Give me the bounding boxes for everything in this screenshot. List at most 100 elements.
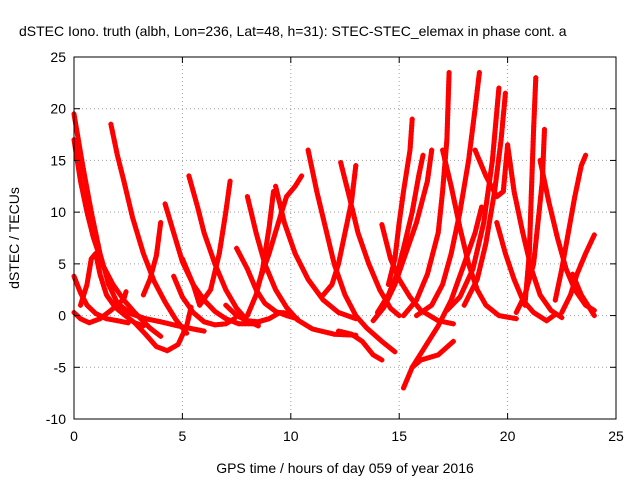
data-point	[229, 317, 234, 323]
data-point	[404, 230, 410, 236]
data-point	[273, 308, 279, 314]
data-point	[417, 208, 423, 214]
data-point	[441, 311, 447, 317]
data-point	[428, 259, 433, 265]
data-point	[551, 309, 557, 315]
data-point	[200, 227, 206, 233]
data-point	[385, 246, 391, 252]
data-point	[461, 302, 467, 308]
data-point	[328, 330, 334, 336]
data-point	[482, 170, 488, 176]
data-point	[177, 250, 183, 256]
data-point	[410, 229, 416, 235]
series-20	[320, 163, 359, 298]
data-point	[413, 223, 418, 229]
data-point	[327, 284, 333, 290]
data-point	[123, 187, 129, 193]
data-point	[547, 205, 553, 211]
series-24	[385, 116, 415, 287]
data-point	[226, 292, 232, 298]
data-point	[477, 159, 483, 165]
data-point	[486, 179, 492, 185]
data-point	[186, 173, 192, 179]
data-point	[581, 254, 587, 259]
data-point	[340, 169, 346, 175]
data-point	[184, 267, 190, 273]
data-point	[242, 316, 248, 322]
data-point	[91, 235, 96, 241]
data-point	[195, 207, 201, 213]
data-point	[564, 269, 570, 275]
data-point	[276, 198, 282, 204]
data-point	[153, 344, 159, 350]
data-point	[572, 277, 578, 283]
data-point	[403, 251, 409, 256]
data-point	[317, 204, 323, 209]
data-point	[196, 210, 202, 216]
data-point	[518, 301, 524, 307]
data-point	[494, 194, 500, 200]
data-point	[267, 272, 273, 278]
data-point	[212, 261, 218, 267]
data-point	[574, 271, 580, 277]
data-point	[154, 284, 160, 290]
data-point	[533, 280, 539, 286]
data-point	[448, 297, 454, 303]
data-point	[120, 304, 126, 310]
data-point	[127, 202, 133, 208]
data-point	[223, 287, 229, 293]
data-point	[259, 318, 265, 324]
data-point	[151, 262, 157, 267]
data-point	[262, 263, 268, 269]
data-point	[232, 303, 238, 309]
data-point	[140, 251, 146, 256]
data-point	[253, 230, 259, 236]
data-point	[283, 197, 288, 203]
data-point	[165, 320, 171, 326]
data-point	[351, 310, 357, 316]
data-point	[315, 192, 320, 197]
data-point	[146, 280, 152, 285]
data-point	[174, 241, 180, 247]
data-point	[349, 331, 354, 337]
data-point	[479, 164, 485, 170]
data-point	[370, 270, 375, 275]
data-point	[215, 310, 221, 316]
data-point	[376, 355, 382, 361]
data-point	[188, 276, 194, 282]
data-point	[471, 233, 477, 239]
data-point	[75, 283, 81, 289]
axis-ticks: 0 5 10 15 20 25 -10 -5 0 5 10 15 20 25	[46, 49, 624, 444]
data-point	[587, 241, 593, 247]
data-point	[247, 272, 253, 278]
data-point	[546, 305, 552, 311]
data-point	[204, 239, 210, 245]
data-point	[559, 315, 565, 321]
data-point	[430, 331, 436, 337]
data-point	[429, 314, 435, 320]
data-point	[590, 310, 596, 316]
data-point	[513, 316, 519, 322]
data-point	[265, 270, 271, 275]
data-point	[124, 314, 130, 320]
data-point	[171, 230, 177, 236]
y-tick-label: 15	[50, 152, 66, 168]
data-point	[364, 344, 370, 350]
data-point	[97, 271, 103, 277]
data-point	[241, 260, 247, 266]
data-point	[127, 205, 133, 211]
data-point	[80, 191, 86, 196]
data-point	[342, 292, 348, 298]
series-26	[370, 147, 435, 324]
data-point	[115, 289, 121, 295]
data-point	[516, 304, 522, 310]
data-point	[480, 223, 486, 229]
series-28	[409, 338, 456, 370]
data-point	[476, 156, 482, 162]
data-point	[382, 302, 388, 307]
data-point	[150, 265, 156, 270]
data-point	[328, 246, 333, 252]
data-point	[81, 290, 87, 296]
data-point	[445, 343, 451, 349]
data-point	[478, 162, 484, 167]
